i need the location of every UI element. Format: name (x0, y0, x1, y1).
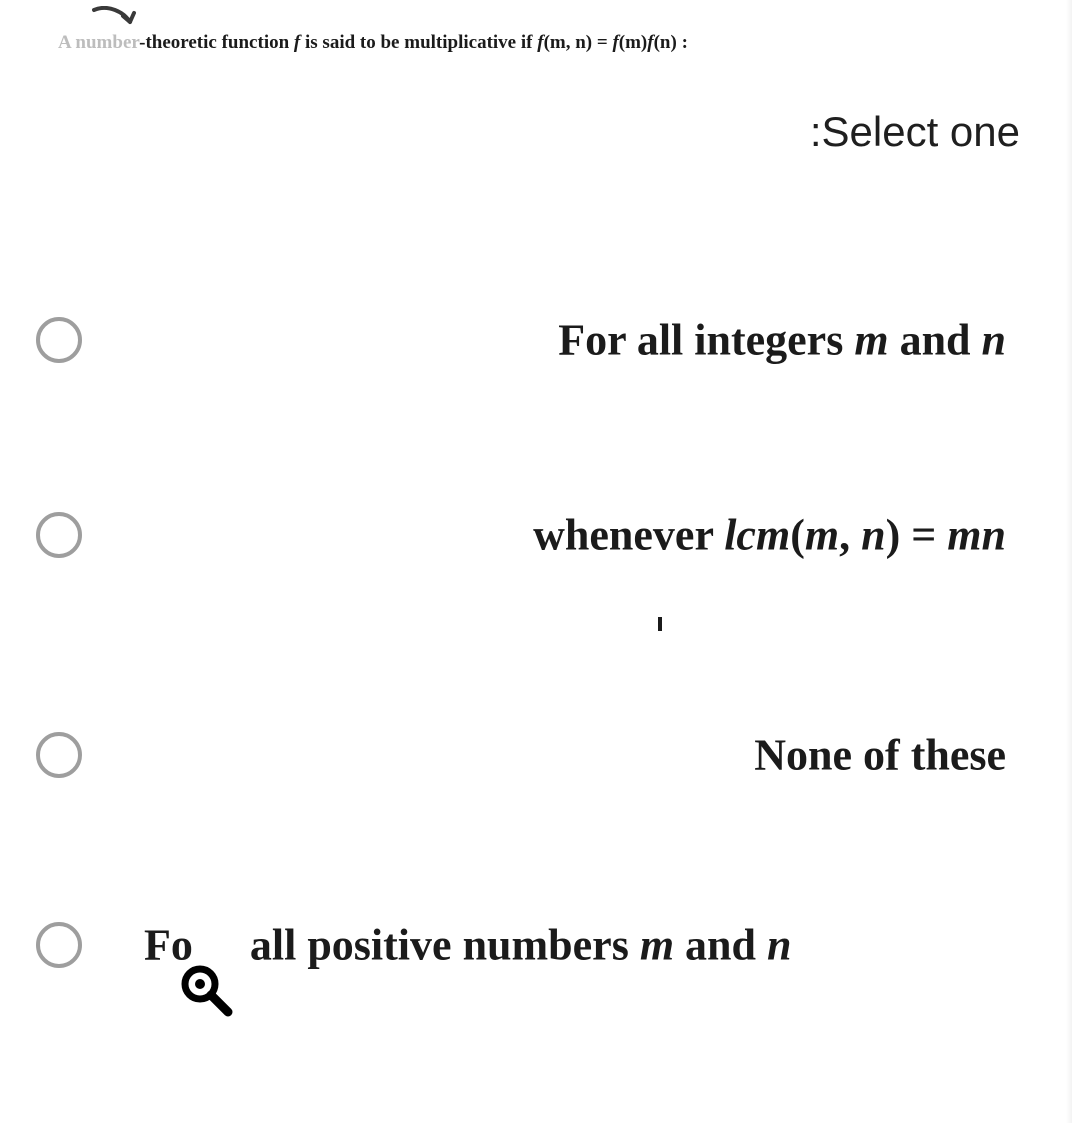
option-4-text: Fo all positive numbers m and n (144, 920, 1016, 971)
stray-mark-icon (658, 617, 662, 631)
question-prefix-faded: A number (58, 32, 139, 53)
radio-icon[interactable] (36, 732, 82, 778)
option-4[interactable]: Fo all positive numbers m and n (26, 865, 1032, 1025)
option-2[interactable]: whenever lcm(m, n) = mn (26, 425, 1032, 645)
select-one-label: :Select one (810, 108, 1020, 156)
options-list: For all integers m and n whenever lcm(m,… (26, 255, 1032, 1025)
option-1-text: For all integers m and n (558, 315, 1006, 366)
eq-colon: : (677, 32, 688, 53)
question-middle: -theoretic function (139, 32, 294, 53)
option-2-text: whenever lcm(m, n) = mn (533, 510, 1006, 561)
radio-icon[interactable] (36, 512, 82, 558)
option-3-text: None of these (754, 730, 1006, 781)
radio-icon[interactable] (36, 922, 82, 968)
eq-rhs1-arg: (m) (619, 32, 647, 53)
eq-lhs-args: (m, n) (544, 32, 593, 53)
question-page: A number-theoretic function f is said to… (0, 0, 1072, 1123)
question-tail: is said to be multiplicative if (300, 32, 537, 53)
option-1[interactable]: For all integers m and n (26, 255, 1032, 425)
option-3[interactable]: None of these (26, 645, 1032, 865)
vignette-decor (1066, 0, 1072, 1123)
magnifier-icon[interactable] (178, 962, 234, 1023)
radio-icon[interactable] (36, 317, 82, 363)
question-stem: A number-theoretic function f is said to… (58, 32, 1032, 54)
eq-rhs2-arg: (n) (654, 32, 677, 53)
eq-sign: = (592, 32, 612, 53)
